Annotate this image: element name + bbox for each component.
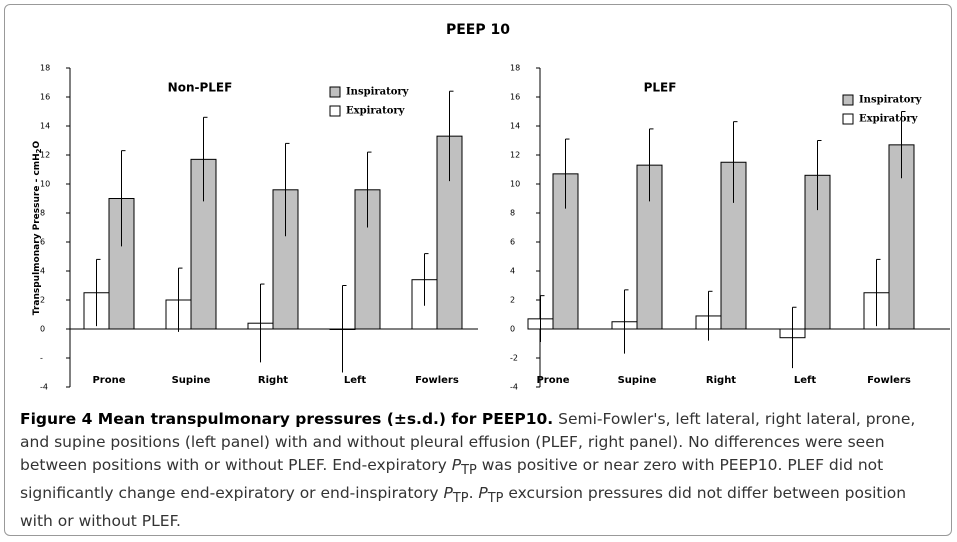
caption-title: Figure 4 Mean transpulmonary pressures (… [20, 410, 554, 428]
x-tick-label: Right [258, 375, 288, 386]
legend-label: Expiratory [859, 114, 919, 125]
y-tick-label: 16 [40, 93, 50, 102]
x-tick-label: Supine [618, 375, 657, 386]
y-tick-label: 12 [40, 151, 50, 160]
y-tick-label: 2 [40, 296, 45, 305]
y-tick-label: 6 [40, 238, 45, 247]
x-tick-label: Prone [92, 375, 125, 386]
x-tick-label: Left [344, 375, 367, 386]
y-label-part: O [32, 140, 42, 148]
figure-title: PEEP 10 [446, 22, 510, 38]
y-tick-label: - [40, 354, 43, 363]
x-tick-label: Prone [536, 375, 569, 386]
caption-sym: P [478, 484, 488, 503]
caption-sub: TP [461, 463, 477, 479]
x-tick-label: Fowlers [867, 375, 911, 386]
legend-swatch [842, 94, 854, 106]
legend-label: Inspiratory [859, 95, 923, 106]
y-tick-label: 0 [40, 325, 45, 334]
y-label-part: Transpulmonary Pressure - cmH [32, 153, 42, 315]
y-tick-label: 4 [40, 267, 45, 276]
x-tick-label: Right [706, 375, 736, 386]
x-tick-label: Supine [172, 375, 211, 386]
y-tick-label: 14 [510, 122, 520, 131]
y-tick-label: 16 [510, 93, 520, 102]
chart: PEEP 10 Transpulmonary Pressure - cmH2O … [32, 22, 950, 392]
legend-label: Inspiratory [346, 87, 410, 98]
caption-sub: TP [487, 491, 504, 507]
caption-sub: TP [452, 491, 469, 507]
y-tick-label: 0 [510, 325, 515, 334]
y-axis-label: Transpulmonary Pressure - cmH2O [32, 140, 44, 315]
caption-sym: P [451, 456, 462, 474]
y-tick-label: 12 [510, 151, 520, 160]
caption-text: excursion pressures did not differ betwe… [20, 484, 907, 531]
x-tick-label: Left [794, 375, 817, 386]
figure-frame [4, 4, 952, 536]
y-tick-label: 10 [510, 180, 520, 189]
legend-swatch [329, 105, 341, 117]
caption-text: was positive or near zero with PEEP10. P… [20, 456, 884, 503]
y-tick-label: 18 [510, 64, 520, 73]
y-tick-label: -4 [510, 383, 518, 392]
caption-text: Semi-Fowler's, left lateral, right later… [20, 410, 916, 474]
y-tick-label: 2 [510, 296, 515, 305]
panel-title: PLEF [644, 81, 677, 95]
legend-swatch [329, 86, 341, 98]
y-tick-label: 8 [510, 209, 515, 218]
legend-swatch [842, 113, 854, 125]
y-tick-label: 14 [40, 122, 50, 131]
y-tick-label: 8 [40, 209, 45, 218]
y-tick-label: 6 [510, 238, 515, 247]
y-tick-label: -4 [40, 383, 48, 392]
y-tick-label: 18 [40, 64, 50, 73]
caption: Figure 4 Mean transpulmonary pressures (… [20, 408, 940, 533]
caption-text: . [468, 484, 479, 503]
legend-label: Expiratory [346, 106, 406, 117]
caption-sym: P [443, 484, 453, 503]
y-tick-label: 10 [40, 180, 50, 189]
y-label-sub: 2 [35, 148, 43, 153]
x-tick-label: Fowlers [415, 375, 459, 386]
y-tick-label: 4 [510, 267, 515, 276]
y-tick-label: -2 [510, 354, 518, 363]
panel-title: Non-PLEF [168, 81, 233, 95]
